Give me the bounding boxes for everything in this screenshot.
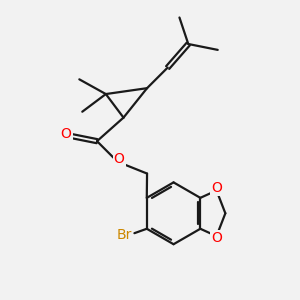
Text: O: O xyxy=(61,127,71,141)
Text: O: O xyxy=(211,232,222,245)
Text: Br: Br xyxy=(117,228,132,242)
Text: O: O xyxy=(211,181,222,195)
Text: O: O xyxy=(114,152,124,166)
